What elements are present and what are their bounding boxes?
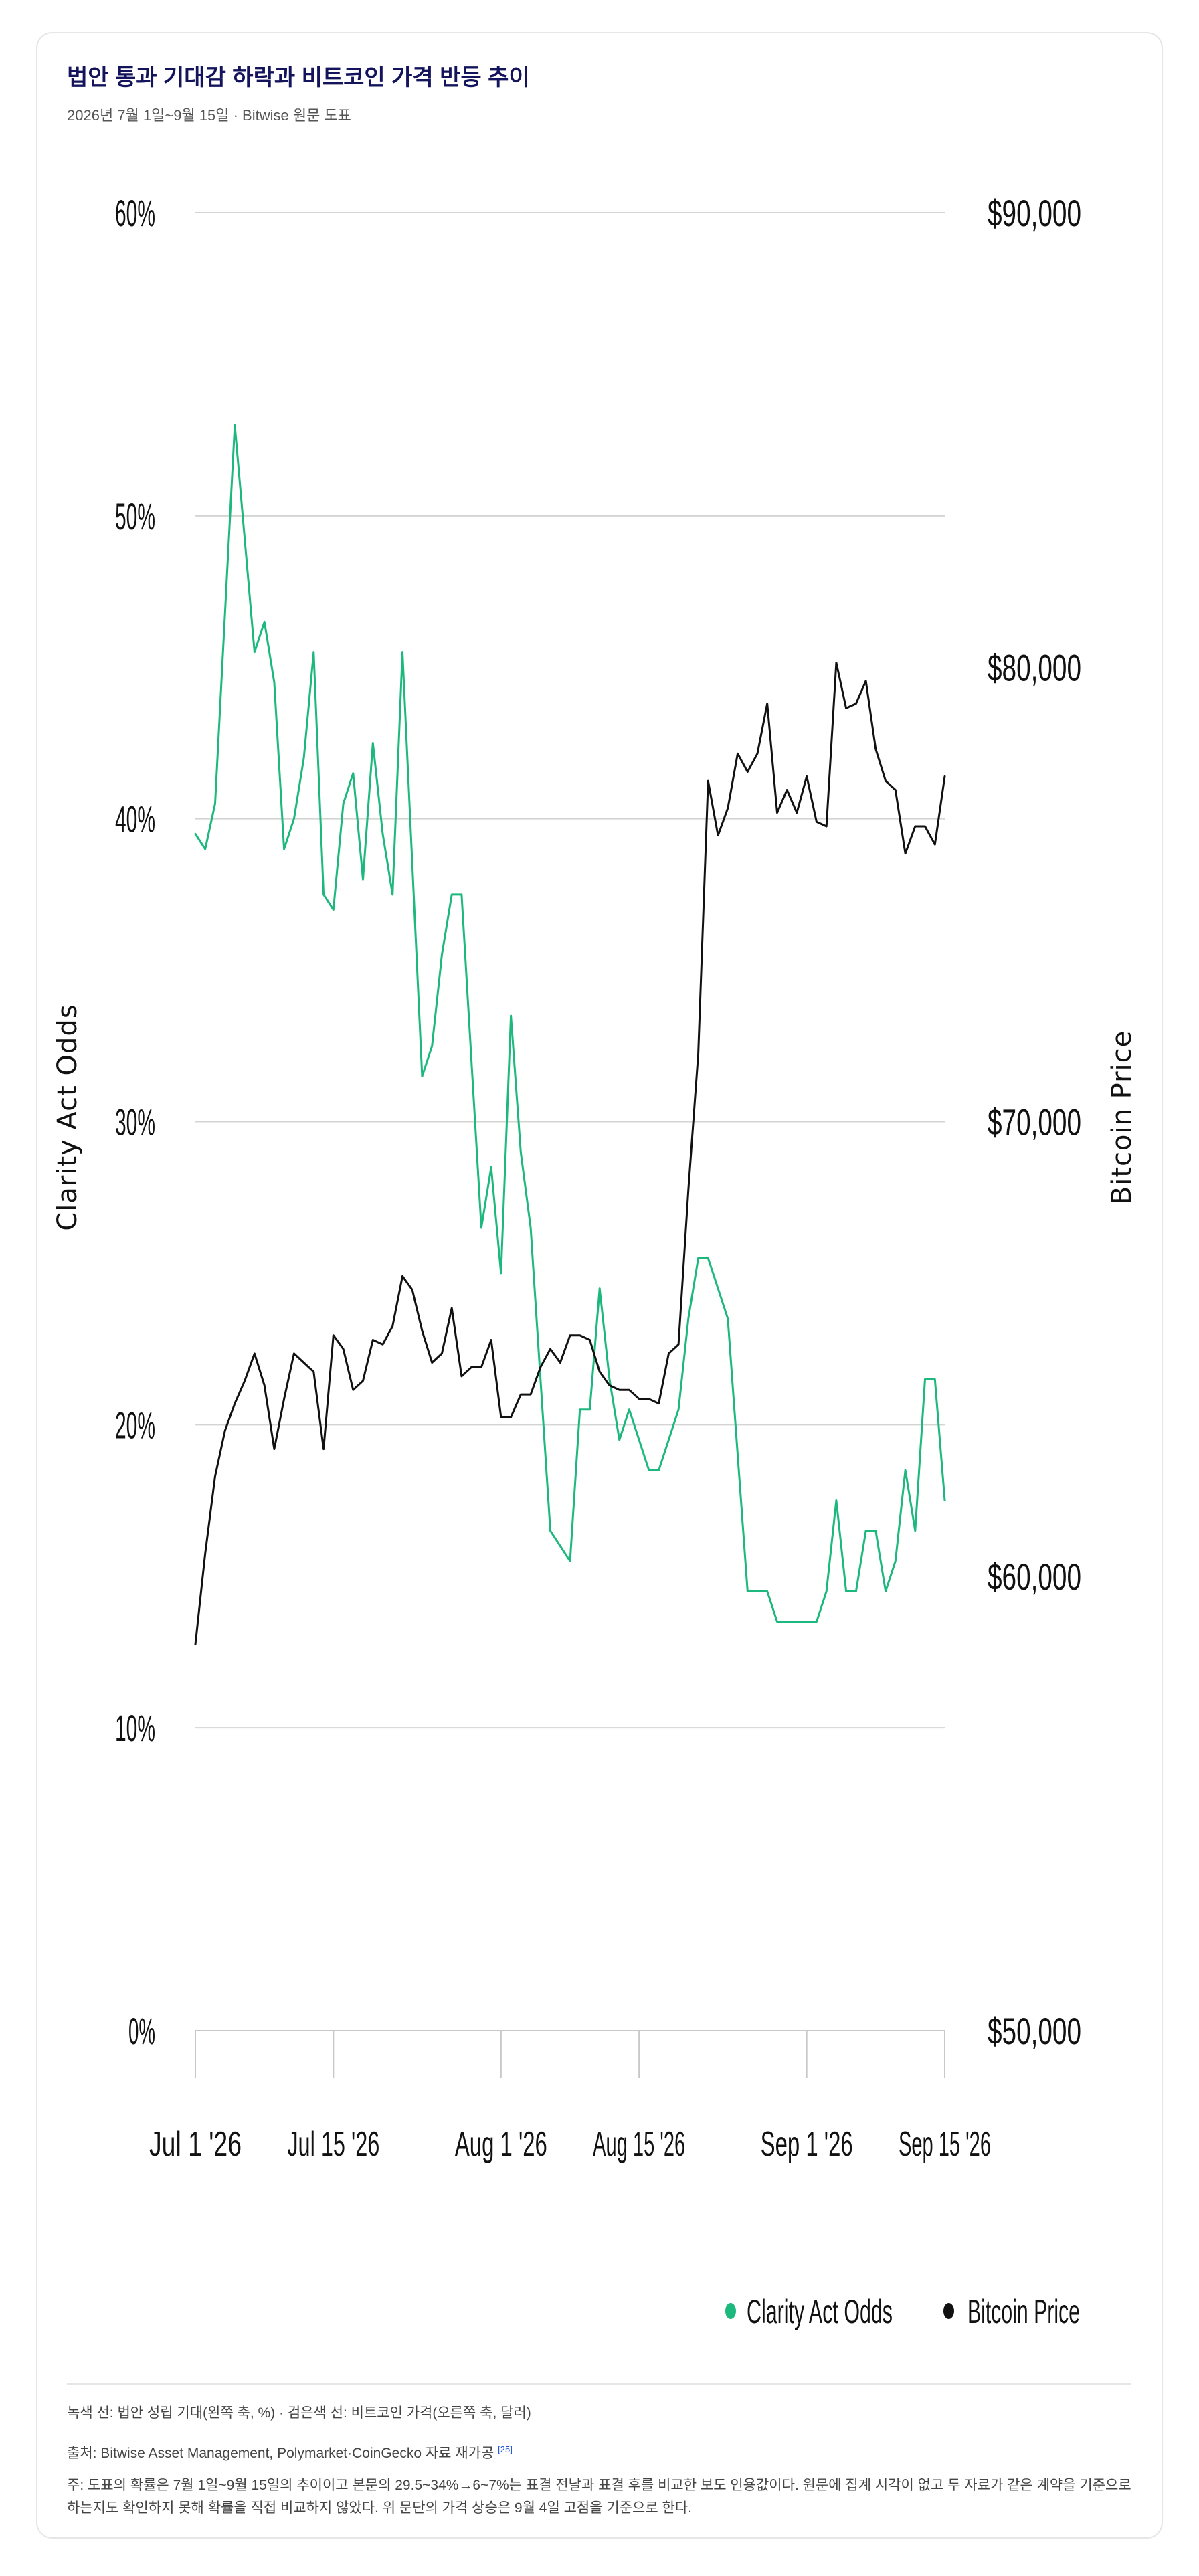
series-layer xyxy=(194,424,946,1646)
left-tick-label: 20% xyxy=(115,1404,155,1446)
legend-marker xyxy=(943,2303,954,2319)
footer-source: 출처: Bitwise Asset Management, Polymarket… xyxy=(67,2438,1137,2465)
legend-label: Clarity Act Odds xyxy=(747,2293,893,2330)
left-tick-label: 0% xyxy=(128,2010,155,2052)
x-tick-label: Aug 15 '26 xyxy=(593,2125,685,2164)
chart-title: 법안 통과 기대감 하락과 비트코인 가격 반등 추이 xyxy=(67,65,530,90)
chart-card xyxy=(36,32,1163,2539)
x-axis: Jul 1 '26 Jul 15 '26 Aug 1 '26 Aug 15 '26 Se… xyxy=(149,2030,991,2164)
grid-lines xyxy=(195,212,945,1729)
x-tick-label: Sep 15 '26 xyxy=(899,2125,991,2164)
footer-divider xyxy=(67,2383,1131,2385)
footer-caveat: 주: 도표의 확률은 7월 1일~9월 15일의 추이이고 본문의 29.5~3… xyxy=(67,2478,1131,2516)
left-axis-ticks: 0% 10% 20% 30% 40% 50% 60% xyxy=(115,192,155,2052)
left-axis-title: Clarity Act Odds xyxy=(52,1004,83,1230)
right-tick-label: $80,000 xyxy=(988,646,1081,688)
right-tick-label: $70,000 xyxy=(988,1101,1081,1143)
left-tick-label: 40% xyxy=(115,798,155,840)
x-tick-label: Aug 1 '26 xyxy=(455,2125,547,2164)
x-tick-label: Jul 15 '26 xyxy=(287,2125,379,2164)
source-text: 출처: Bitwise Asset Management, Polymarket… xyxy=(67,2446,494,2461)
right-tick-label: $60,000 xyxy=(988,1556,1081,1598)
left-tick-label: 10% xyxy=(115,1707,155,1749)
right-tick-label: $90,000 xyxy=(988,192,1081,234)
x-tick-label: Jul 1 '26 xyxy=(149,2125,242,2164)
right-axis-title: Bitcoin Price xyxy=(1107,1030,1137,1204)
footer-legend-note: 녹색 선: 법안 성립 기대(왼쪽 축, %) · 검은색 선: 비트코인 가격… xyxy=(67,2405,531,2421)
legend-label: Bitcoin Price xyxy=(967,2293,1080,2330)
legend-marker xyxy=(725,2303,736,2319)
right-tick-label: $50,000 xyxy=(988,2010,1081,2052)
series-line-bitcoin-price xyxy=(194,662,946,1646)
series-line-clarity-act-odds xyxy=(194,424,946,1623)
source-reference-link[interactable]: [25] xyxy=(498,2444,513,2454)
right-axis-ticks: $50,000 $60,000 $70,000 $80,000 $90,000 xyxy=(988,192,1081,2052)
left-tick-label: 60% xyxy=(115,192,155,234)
legend: Clarity Act Odds Bitcoin Price xyxy=(725,2293,1080,2330)
chart-subtitle: 2026년 7월 1일~9월 15일 · Bitwise 원문 도표 xyxy=(67,107,351,124)
left-tick-label: 30% xyxy=(115,1101,155,1143)
line-chart: 0% 10% 20% 30% 40% 50% 60% $50,000 $60,000 $70,0… xyxy=(52,192,1137,2330)
left-tick-label: 50% xyxy=(115,495,155,537)
x-tick-label: Sep 1 '26 xyxy=(761,2125,853,2164)
